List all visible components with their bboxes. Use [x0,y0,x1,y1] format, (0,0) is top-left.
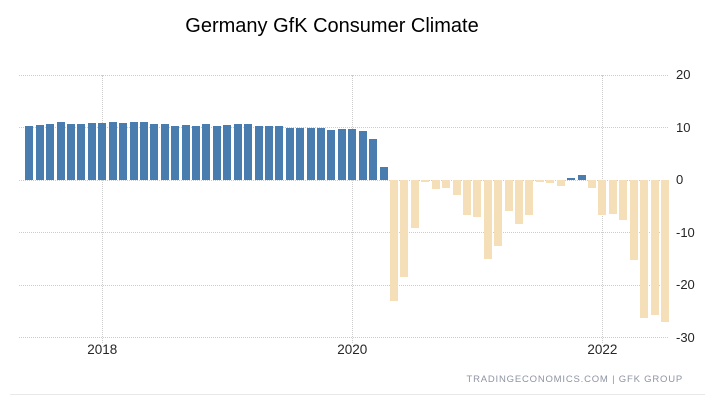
watermark-attribution[interactable]: TRADINGECONOMICS.COM | GFK GROUP [466,374,683,385]
bar-2020-10[interactable] [442,180,450,189]
bar-2021-01[interactable] [473,180,481,218]
footer-divider [10,394,705,395]
bar-2021-10[interactable] [567,177,575,180]
bar-2021-04[interactable] [505,180,513,211]
bar-2017-06[interactable] [25,126,33,180]
bar-2018-04[interactable] [130,122,138,180]
bar-2022-01[interactable] [598,180,606,215]
x-gridline-2020 [351,75,353,343]
bar-2021-09[interactable] [557,180,565,186]
bar-2018-05[interactable] [140,122,148,180]
bar-2017-10[interactable] [67,123,75,180]
bar-2019-03[interactable] [244,123,252,180]
bar-2017-11[interactable] [77,123,85,180]
bar-2022-05[interactable] [640,180,648,319]
y-gridline-20 [19,74,668,76]
bar-2021-11[interactable] [578,174,586,180]
bar-2020-08[interactable] [421,180,429,183]
bar-2018-07[interactable] [161,124,169,180]
bar-2020-06[interactable] [400,180,408,278]
y-axis-label-10: 10 [676,119,691,135]
bar-2021-12[interactable] [588,180,596,188]
bar-2021-08[interactable] [546,180,554,183]
bar-2021-02[interactable] [484,180,492,260]
bar-2019-04[interactable] [255,126,263,180]
bar-2018-01[interactable] [98,123,106,180]
y-axis-label--20: -20 [676,277,695,292]
bar-2019-09[interactable] [307,128,315,180]
bar-2021-07[interactable] [536,180,544,182]
bar-2018-10[interactable] [192,125,200,180]
bar-2019-12[interactable] [338,128,346,180]
bar-2019-10[interactable] [317,128,325,180]
bar-2018-06[interactable] [150,124,158,180]
bar-2019-05[interactable] [265,125,273,180]
bar-2022-02[interactable] [609,180,617,215]
y-axis-label--10: -10 [676,224,695,240]
bar-2022-06[interactable] [651,180,659,316]
bar-2018-12[interactable] [213,126,221,180]
bar-2018-02[interactable] [109,122,117,180]
bar-2022-03[interactable] [619,180,627,221]
bar-2022-07[interactable] [661,180,669,322]
bar-2020-09[interactable] [432,180,440,190]
y-gridline--30 [19,337,668,338]
bar-2019-02[interactable] [234,124,242,180]
y-gridline-0 [19,179,668,181]
bar-2017-09[interactable] [57,122,65,180]
bar-2019-08[interactable] [296,128,304,180]
bar-2020-07[interactable] [411,180,419,229]
bar-2018-03[interactable] [119,123,127,180]
bar-2019-11[interactable] [327,129,335,180]
bar-2020-04[interactable] [380,167,388,180]
bar-2020-01[interactable] [348,128,356,180]
bar-2018-11[interactable] [202,124,210,180]
y-axis-label-20: 20 [676,67,691,82]
bar-2021-03[interactable] [494,180,502,247]
x-gridline-2018 [101,75,103,343]
bar-2017-12[interactable] [88,123,96,180]
y-axis-label--30: -30 [676,329,695,345]
chart-title: Germany GfK Consumer Climate [185,15,479,37]
bar-2017-08[interactable] [46,123,54,180]
bar-2018-09[interactable] [182,124,190,180]
bar-2019-07[interactable] [286,128,294,180]
bar-2018-08[interactable] [171,125,179,180]
y-gridline-10 [19,127,668,128]
y-axis-label-0: 0 [676,172,684,187]
bar-2020-12[interactable] [463,180,471,215]
bar-2020-11[interactable] [453,180,461,195]
bar-2019-01[interactable] [223,125,231,180]
y-gridline--10 [19,232,668,233]
x-axis-label-2018: 2018 [87,342,118,357]
bar-2019-06[interactable] [275,126,283,180]
bar-2021-06[interactable] [525,180,533,215]
bar-2020-05[interactable] [390,180,398,302]
bar-2020-03[interactable] [369,138,377,180]
bar-2020-02[interactable] [359,131,367,180]
bar-2021-05[interactable] [515,180,523,225]
x-axis-label-2022: 2022 [587,342,618,357]
x-axis-label-2020: 2020 [337,342,368,357]
y-gridline--20 [19,284,668,286]
bar-2022-04[interactable] [630,180,638,261]
bar-2017-07[interactable] [36,125,44,180]
